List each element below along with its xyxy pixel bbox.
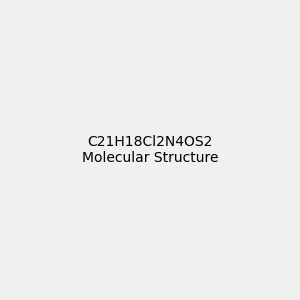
Text: C21H18Cl2N4OS2
Molecular Structure: C21H18Cl2N4OS2 Molecular Structure bbox=[82, 135, 218, 165]
